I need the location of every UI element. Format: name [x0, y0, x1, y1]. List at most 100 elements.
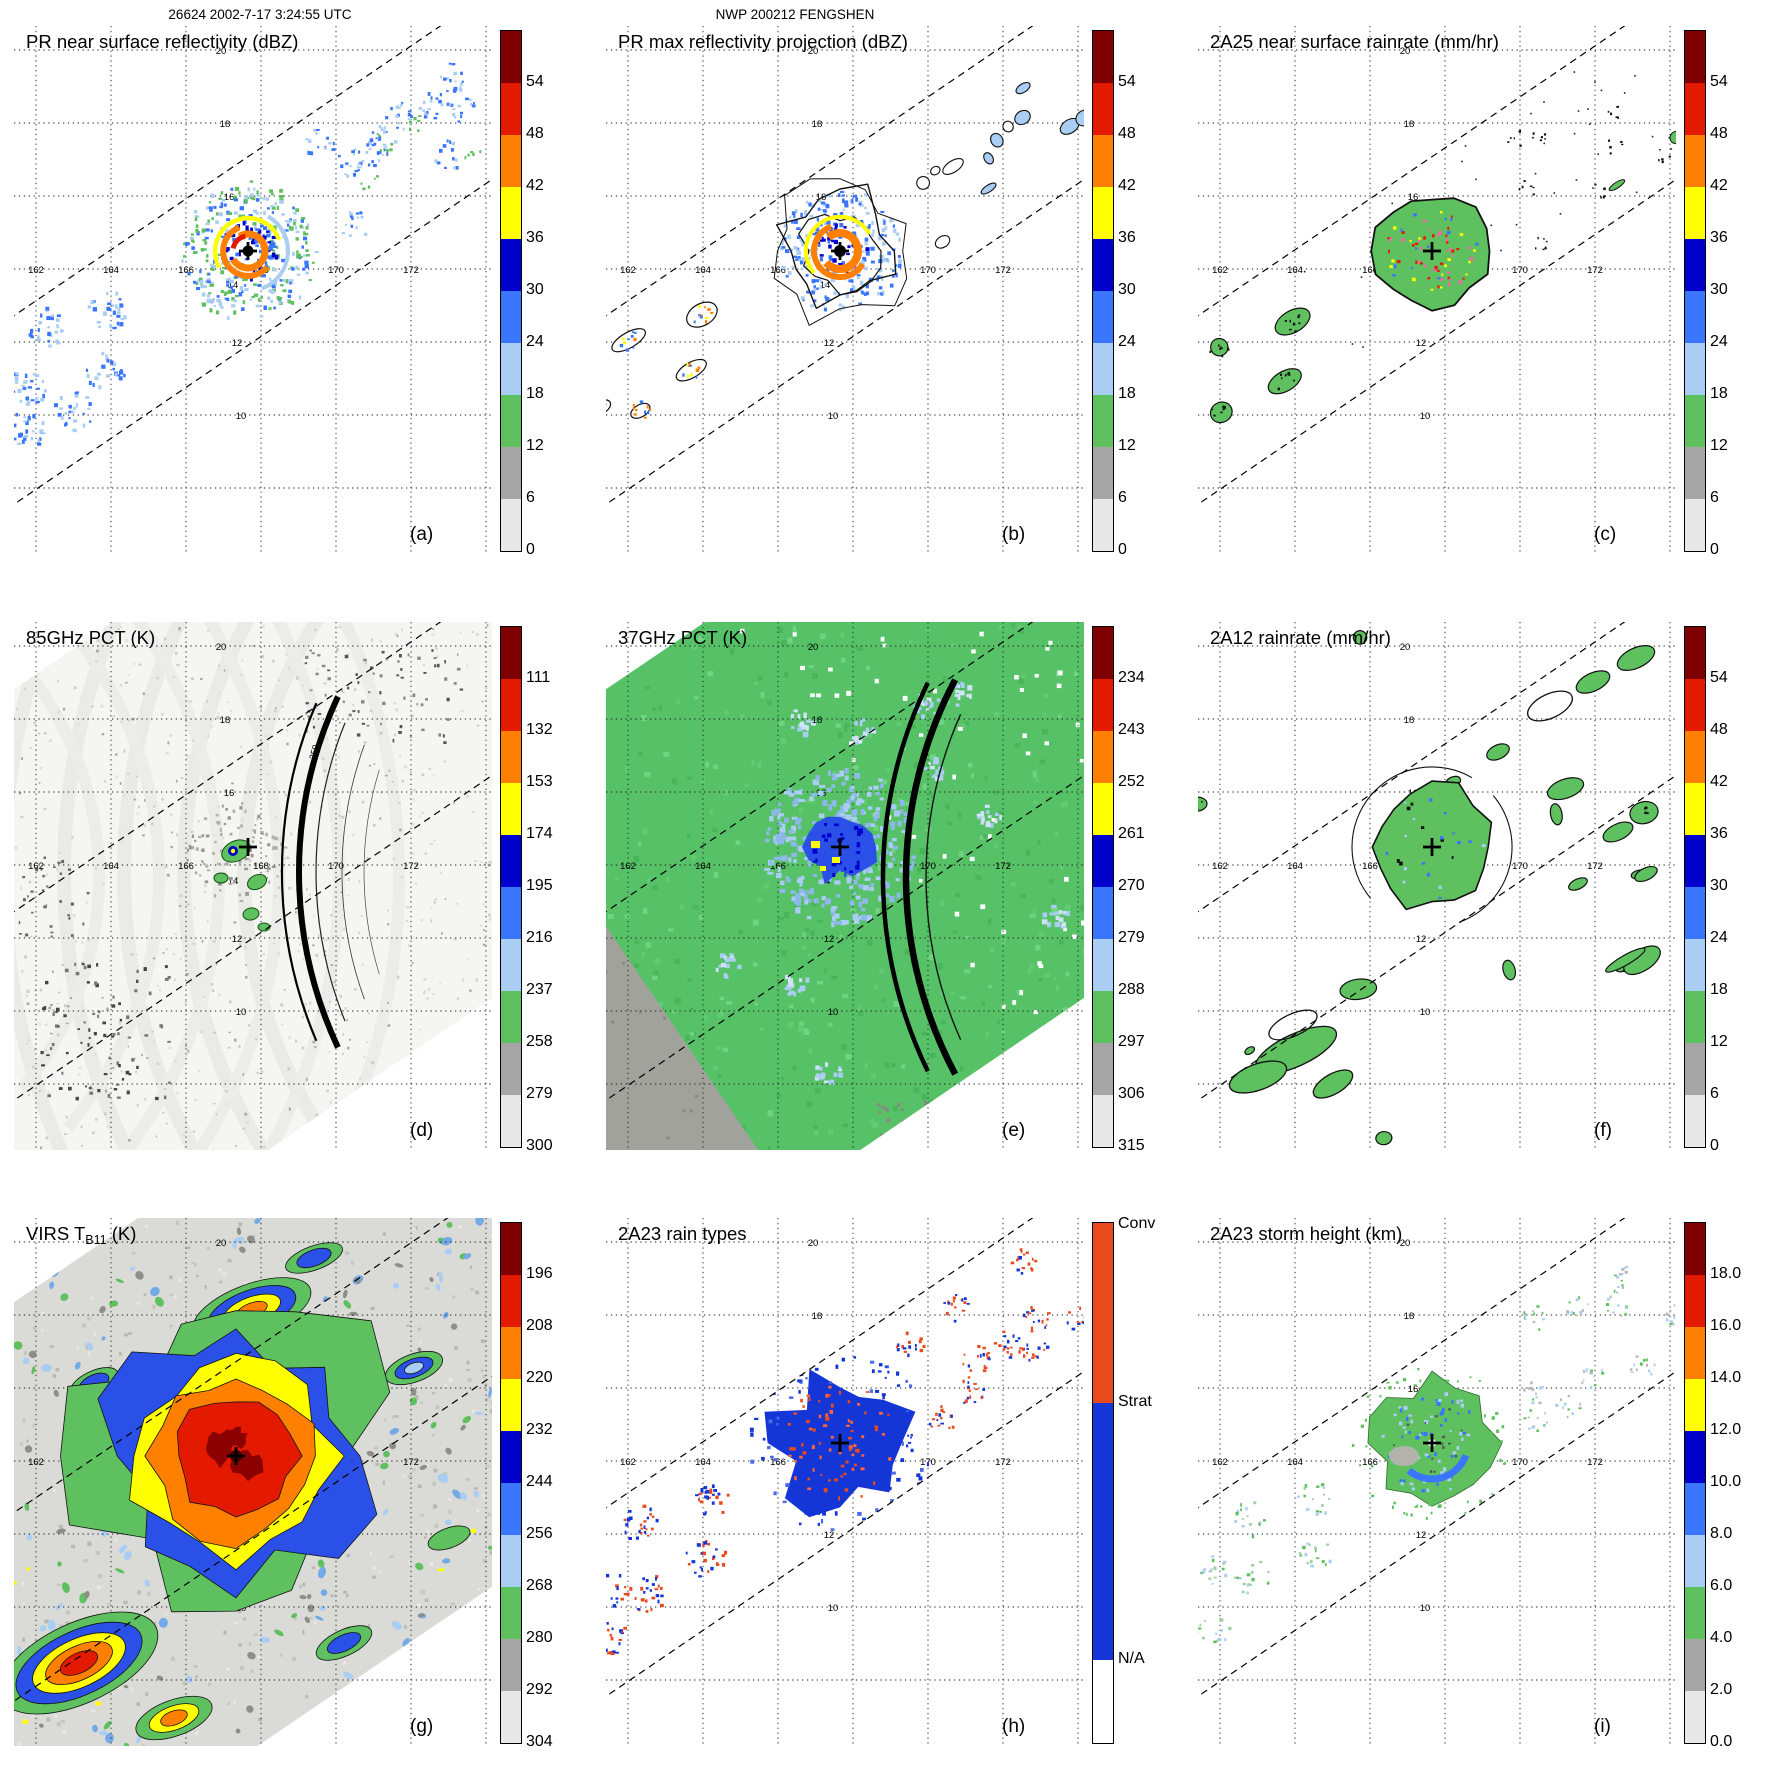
colorbar-segment — [1685, 1535, 1705, 1587]
colorbar-segment — [501, 731, 521, 783]
tick-label: 54 — [1710, 73, 1728, 90]
graticule — [14, 622, 492, 1150]
tick-label: 24 — [1118, 333, 1136, 350]
svg-text:170: 170 — [920, 265, 936, 276]
tick-label: 36 — [1710, 825, 1728, 842]
colorbar-a — [500, 30, 522, 552]
svg-text:164: 164 — [1287, 861, 1303, 872]
colorbar-segment — [1093, 1402, 1113, 1661]
swath-edges — [14, 26, 492, 506]
panel-title: 2A25 near surface rainrate (mm/hr) — [1210, 31, 1499, 52]
svg-text:250: 250 — [307, 744, 321, 761]
colorbar-segment — [501, 1535, 521, 1587]
tick-label: 42 — [526, 177, 544, 194]
svg-text:166: 166 — [1362, 265, 1378, 276]
svg-text:170: 170 — [328, 265, 344, 276]
colorbar-segment — [1685, 939, 1705, 991]
colorbar-segment — [1685, 1327, 1705, 1379]
tick-label: 18 — [1710, 385, 1728, 402]
data-features: 250 — [186, 695, 380, 1049]
tick-label: 0 — [1710, 541, 1719, 558]
colorbar-segment — [1093, 291, 1113, 343]
data-features — [606, 1248, 1084, 1656]
tick-label: 54 — [1118, 73, 1136, 90]
svg-text:172: 172 — [403, 861, 419, 872]
storm-name-header: NWP 200212 FENGSHEN — [715, 7, 875, 22]
svg-text:170: 170 — [1512, 265, 1528, 276]
panel-d: 162 164 166 168 170 172 20 18 16 14 12 10 250 85GHz P… — [6, 596, 596, 1182]
panel-letter: (e) — [1002, 1120, 1025, 1141]
colorbar-segment — [1093, 835, 1113, 887]
panel-title: 2A23 storm height (km) — [1210, 1223, 1402, 1244]
colorbar-segment — [1093, 187, 1113, 239]
plot-area-f: 1621641661681701722018161412102A12 rainr… — [1198, 622, 1676, 1150]
colorbar-segment — [501, 239, 521, 291]
tick-label: 232 — [526, 1421, 553, 1438]
panel-title: PR near surface reflectivity (dBZ) — [26, 31, 298, 52]
tick-label: 4.0 — [1710, 1629, 1733, 1646]
tick-label: 42 — [1710, 773, 1728, 790]
colorbar-segment — [1093, 1095, 1113, 1147]
colorbar-segment — [1685, 1095, 1705, 1147]
colorbar-segment — [501, 83, 521, 135]
colorbar-segment — [1093, 1223, 1113, 1403]
colorbar-segment — [1685, 395, 1705, 447]
panel-letter: (i) — [1594, 1716, 1611, 1737]
svg-text:164: 164 — [103, 861, 119, 872]
tick-label: 42 — [1710, 177, 1728, 194]
tick-label: 54 — [526, 73, 544, 90]
tick-label: 6 — [1118, 489, 1127, 506]
colorbar-segment — [501, 627, 521, 679]
colorbar-segment — [1685, 1379, 1705, 1431]
category-label: Conv — [1118, 1215, 1156, 1232]
tick-label: 24 — [1710, 929, 1728, 946]
category-label: N/A — [1118, 1650, 1145, 1668]
tick-label: 195 — [526, 877, 553, 894]
plot-area-e: 16216416616817017220181614121037GHz PCT … — [606, 622, 1084, 1150]
tick-label: 220 — [526, 1369, 553, 1386]
colorbar-g — [500, 1222, 522, 1744]
tick-label: 0 — [1710, 1137, 1719, 1154]
svg-text:12: 12 — [824, 338, 835, 349]
panel-h: 1621641661681701722018161412102A23 rain … — [598, 1192, 1188, 1771]
svg-text:162: 162 — [28, 861, 44, 872]
tick-label: 6.0 — [1710, 1577, 1733, 1594]
colorbar-segment — [501, 1223, 521, 1275]
tick-label: 237 — [526, 981, 553, 998]
panel-letter: (c) — [1594, 524, 1616, 545]
svg-text:12: 12 — [1416, 934, 1427, 945]
panel-g: 162164166168170172201816141210VIRS TB11 … — [6, 1192, 596, 1771]
svg-text:12: 12 — [1416, 338, 1427, 349]
tick-label: 279 — [1118, 929, 1145, 946]
colorbar-segment — [1685, 499, 1705, 551]
colorbar-segment — [1093, 1660, 1113, 1743]
graticule — [14, 26, 492, 554]
svg-text:172: 172 — [995, 861, 1011, 872]
colorbar-segment — [1685, 835, 1705, 887]
swath-field — [606, 622, 1084, 1150]
tick-label: 24 — [526, 333, 544, 350]
svg-text:162: 162 — [620, 861, 636, 872]
graticule — [1198, 26, 1676, 554]
plot-area-h: 1621641661681701722018161412102A23 rain … — [606, 1218, 1084, 1746]
svg-text:170: 170 — [1512, 861, 1528, 872]
svg-text:164: 164 — [695, 265, 711, 276]
panel-letter: (a) — [410, 524, 433, 545]
tick-label: 30 — [1710, 281, 1728, 298]
colorbar-segment — [501, 783, 521, 835]
tick-label: 12.0 — [1710, 1421, 1742, 1438]
colorbar-segment — [1685, 31, 1705, 83]
tick-label: 30 — [1710, 877, 1728, 894]
colorbar-segment — [501, 135, 521, 187]
svg-text:172: 172 — [995, 1457, 1011, 1468]
colorbar-segment — [1093, 239, 1113, 291]
tick-label: 268 — [526, 1577, 553, 1594]
svg-text:172: 172 — [403, 1457, 419, 1468]
svg-text:162: 162 — [1212, 265, 1228, 276]
svg-text:18: 18 — [220, 715, 231, 726]
colorbar-segment — [501, 679, 521, 731]
svg-text:166: 166 — [1362, 1457, 1378, 1468]
tick-label: 174 — [526, 825, 553, 842]
tick-label: 24 — [1710, 333, 1728, 350]
